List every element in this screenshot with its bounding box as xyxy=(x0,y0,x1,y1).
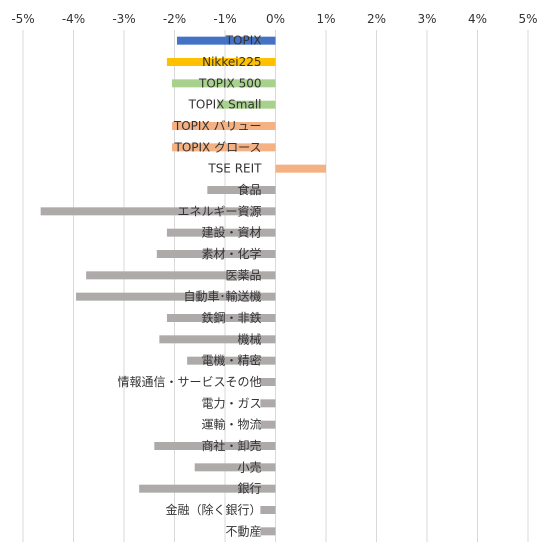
bar xyxy=(260,399,276,408)
x-tick-label: -5% xyxy=(11,12,34,26)
category-label: TOPIX バリュー xyxy=(173,119,262,133)
x-axis-ticks: -5% -4% -3% -2% -1% 0% 1% 2% 3% 4% 5% xyxy=(11,12,537,26)
category-label: 金融（除く銀行） xyxy=(165,502,261,517)
grid-lines xyxy=(22,30,529,542)
bar xyxy=(171,79,276,88)
x-tick-label: 1% xyxy=(316,12,335,26)
bar xyxy=(187,356,276,365)
bar xyxy=(275,164,326,173)
x-tick-label: -2% xyxy=(163,12,186,26)
x-tick-label: 3% xyxy=(417,12,436,26)
bar xyxy=(260,506,276,514)
bar xyxy=(171,143,276,152)
bar xyxy=(156,250,276,258)
category-label: TOPIX Small xyxy=(188,98,262,112)
category-label: TOPIX 500 xyxy=(198,76,262,90)
bar xyxy=(260,420,276,429)
bar xyxy=(207,186,276,194)
category-label: 食品 xyxy=(237,182,261,197)
category-label: Nikkei225 xyxy=(202,55,261,69)
category-label: TSE REIT xyxy=(207,162,262,176)
category-label: 素材・化学 xyxy=(201,246,261,261)
x-tick-label: 4% xyxy=(468,12,487,26)
bar xyxy=(159,335,276,344)
x-tick-label: 2% xyxy=(367,12,386,26)
category-label: 機械 xyxy=(237,331,261,346)
category-label: エネルギー資源 xyxy=(177,204,261,218)
category-label: 医薬品 xyxy=(225,268,261,282)
bar xyxy=(76,292,276,301)
category-labels: TOPIX Nikkei225 TOPIX 500 TOPIX Small TOPIX … xyxy=(117,34,262,539)
bar xyxy=(171,122,276,130)
x-tick-label: 5% xyxy=(518,12,537,26)
category-label: 不動産 xyxy=(225,523,261,538)
category-label: 電機・精密 xyxy=(201,353,261,368)
x-tick-label: 0% xyxy=(266,12,285,26)
bar xyxy=(166,314,276,322)
bar xyxy=(260,378,276,386)
category-label: 商社・卸売 xyxy=(201,438,261,453)
bars xyxy=(40,36,326,536)
category-label: 自動車･輸送機 xyxy=(183,289,261,304)
x-tick-label: -4% xyxy=(62,12,85,26)
bar xyxy=(40,207,276,216)
bar xyxy=(194,463,276,472)
bar xyxy=(139,484,276,493)
category-label: TOPIX xyxy=(225,34,262,48)
category-label: 建設・資材 xyxy=(201,225,261,240)
bar xyxy=(217,100,276,109)
bar xyxy=(86,271,276,280)
category-label: 情報通信・サービスその他 xyxy=(117,375,261,389)
bar xyxy=(166,228,276,237)
bar xyxy=(154,442,276,450)
x-tick-label: -3% xyxy=(112,12,135,26)
category-label: 銀行 xyxy=(237,482,261,496)
category-label: 鉄鋼・非鉄 xyxy=(201,310,261,325)
x-tick-label: -1% xyxy=(213,12,236,26)
category-label: TOPIX グロース xyxy=(174,140,262,154)
category-label: 小売 xyxy=(237,459,261,474)
category-label: 運輸・物流 xyxy=(201,417,261,432)
bar xyxy=(260,527,276,536)
bar xyxy=(177,36,276,45)
category-label: 電力・ガス xyxy=(201,396,261,410)
bar xyxy=(166,58,276,66)
